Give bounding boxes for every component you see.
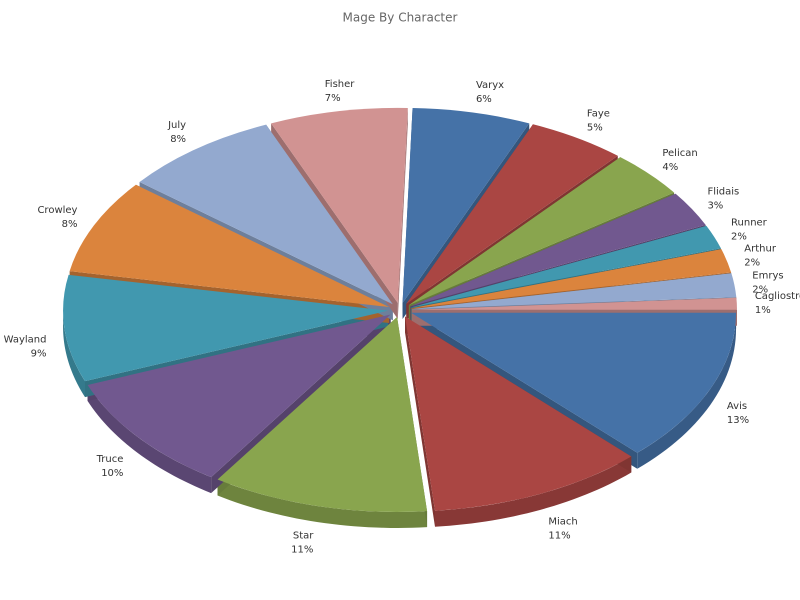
slice-label: Avis xyxy=(727,401,747,412)
slice-value-label: 3% xyxy=(707,201,723,212)
slice xyxy=(406,124,618,304)
slice-label: Crowley xyxy=(37,205,77,216)
slice-value-label: 11% xyxy=(291,544,313,555)
slice xyxy=(271,107,408,303)
slice xyxy=(411,312,737,453)
slice-label: Fisher xyxy=(325,79,356,90)
slice-label: July xyxy=(167,120,186,131)
slice-side xyxy=(435,456,632,527)
slice-value-label: 2% xyxy=(744,258,760,269)
slice xyxy=(411,225,721,308)
slice-tops xyxy=(63,107,737,512)
slice-value-label: 4% xyxy=(662,162,678,173)
slice-label: Arthur xyxy=(744,244,777,255)
slice xyxy=(408,157,675,306)
slice-value-label: 5% xyxy=(587,122,603,133)
slice-side xyxy=(63,310,85,398)
slice xyxy=(411,249,732,309)
slice xyxy=(69,184,390,307)
slice-side xyxy=(87,384,212,494)
slice xyxy=(402,108,530,303)
slice xyxy=(411,297,737,310)
slice-label: Cagliostro xyxy=(755,291,800,302)
labels: Avis 13% Miach 11% Star 11% Truce 10% Wayland 9% C… xyxy=(4,79,800,555)
slice xyxy=(411,273,737,310)
slice-label: Emrys xyxy=(752,271,783,282)
slice xyxy=(217,316,428,512)
slice-value-label: 2% xyxy=(752,285,768,296)
slice-value-label: 13% xyxy=(727,415,749,426)
slice-value-label: 8% xyxy=(62,219,78,230)
slice xyxy=(87,314,391,478)
slice-label: Truce xyxy=(96,454,124,465)
slice-value-label: 7% xyxy=(325,93,341,104)
slice-label: Runner xyxy=(731,217,768,228)
slice xyxy=(410,193,706,307)
slice-value-label: 8% xyxy=(170,134,186,145)
slice-side xyxy=(637,312,737,469)
slice-label: Varyx xyxy=(476,80,504,91)
slice xyxy=(63,274,389,382)
slice-label: Flidais xyxy=(707,187,739,198)
slice xyxy=(405,316,632,511)
slice xyxy=(139,124,393,305)
slice-value-label: 1% xyxy=(755,305,771,316)
slice-label: Star xyxy=(293,530,314,541)
slice-value-label: 10% xyxy=(101,468,123,479)
slice-value-label: 2% xyxy=(731,231,747,242)
slice-value-label: 9% xyxy=(31,349,47,360)
slice-label: Pelican xyxy=(662,148,697,159)
slice-label: Miach xyxy=(548,517,577,528)
slice-value-label: 11% xyxy=(548,531,570,542)
slice-value-label: 6% xyxy=(476,94,492,105)
slice-label: Wayland xyxy=(4,335,47,346)
slice-wall xyxy=(405,316,436,527)
slice-side xyxy=(217,479,428,528)
slice-wall xyxy=(397,108,408,319)
slice-label: Faye xyxy=(587,108,610,119)
chart-title: Mage By Character xyxy=(343,11,458,25)
